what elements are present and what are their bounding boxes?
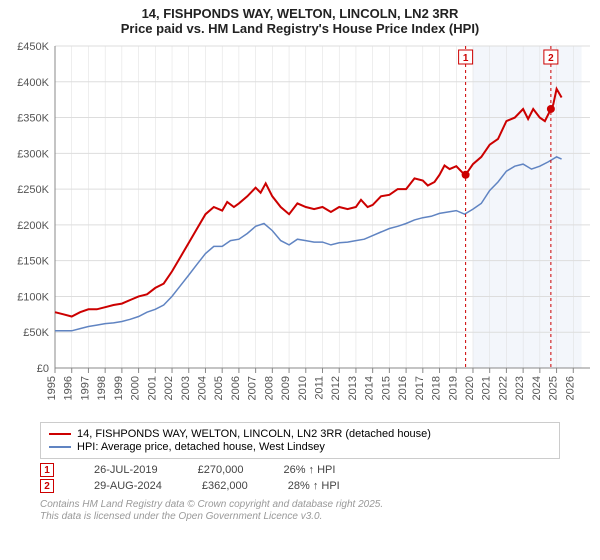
marker-delta-2: 28% ↑ HPI (288, 480, 340, 492)
footer-line-2: This data is licensed under the Open Gov… (40, 511, 560, 523)
svg-text:£400K: £400K (17, 77, 49, 89)
title-line-2: Price paid vs. HM Land Registry's House … (0, 21, 600, 36)
svg-text:2025: 2025 (548, 376, 560, 400)
legend-label-hpi: HPI: Average price, detached house, West… (77, 441, 325, 453)
legend-row-hpi: HPI: Average price, detached house, West… (49, 441, 551, 453)
svg-text:2001: 2001 (146, 376, 158, 400)
legend-swatch-property (49, 433, 71, 435)
chart-container: 14, FISHPONDS WAY, WELTON, LINCOLN, LN2 … (0, 0, 600, 560)
svg-text:£150K: £150K (17, 256, 49, 268)
svg-text:£200K: £200K (17, 220, 49, 232)
svg-text:2015: 2015 (380, 376, 392, 400)
marker-row-1: 1 26-JUL-2019 £270,000 26% ↑ HPI (40, 463, 560, 477)
footer-note: Contains HM Land Registry data © Crown c… (40, 499, 560, 523)
svg-text:£300K: £300K (17, 148, 49, 160)
svg-text:1996: 1996 (63, 376, 75, 400)
svg-text:2007: 2007 (247, 376, 259, 400)
svg-text:2008: 2008 (263, 376, 275, 400)
svg-text:2: 2 (548, 53, 554, 64)
title-line-1: 14, FISHPONDS WAY, WELTON, LINCOLN, LN2 … (0, 6, 600, 21)
svg-text:£100K: £100K (17, 291, 49, 303)
marker-delta-1: 26% ↑ HPI (283, 464, 335, 476)
svg-text:2013: 2013 (347, 376, 359, 400)
marker-date-2: 29-AUG-2024 (94, 480, 162, 492)
marker-price-2: £362,000 (202, 480, 248, 492)
svg-text:2009: 2009 (280, 376, 292, 400)
svg-text:2026: 2026 (564, 376, 576, 400)
svg-text:2023: 2023 (514, 376, 526, 400)
svg-text:£450K: £450K (17, 41, 49, 53)
svg-text:£0: £0 (37, 363, 49, 375)
svg-text:2012: 2012 (330, 376, 342, 400)
svg-text:2021: 2021 (481, 376, 493, 400)
svg-text:1998: 1998 (96, 376, 108, 400)
marker-price-1: £270,000 (198, 464, 244, 476)
svg-text:2018: 2018 (431, 376, 443, 400)
svg-text:2011: 2011 (314, 376, 326, 400)
svg-text:2000: 2000 (130, 376, 142, 400)
svg-text:1: 1 (463, 53, 469, 64)
price-chart: £0 £50K £100K £150K £200K £250K £300K £350K £400… (0, 38, 600, 418)
svg-text:2022: 2022 (497, 376, 509, 400)
svg-text:1999: 1999 (113, 376, 125, 400)
legend-row-property: 14, FISHPONDS WAY, WELTON, LINCOLN, LN2 … (49, 428, 551, 440)
svg-text:1995: 1995 (46, 376, 58, 400)
svg-text:2020: 2020 (464, 376, 476, 400)
svg-text:£350K: £350K (17, 113, 49, 125)
svg-text:2010: 2010 (297, 376, 309, 400)
svg-text:2003: 2003 (180, 376, 192, 400)
marker-row-2: 2 29-AUG-2024 £362,000 28% ↑ HPI (40, 479, 560, 493)
marker-date-1: 26-JUL-2019 (94, 464, 158, 476)
legend-swatch-hpi (49, 446, 71, 448)
svg-text:2016: 2016 (397, 376, 409, 400)
legend-label-property: 14, FISHPONDS WAY, WELTON, LINCOLN, LN2 … (77, 428, 431, 440)
svg-text:2004: 2004 (196, 376, 208, 400)
title-block: 14, FISHPONDS WAY, WELTON, LINCOLN, LN2 … (0, 0, 600, 38)
svg-text:£50K: £50K (23, 327, 49, 339)
svg-text:1997: 1997 (79, 376, 91, 400)
svg-text:2017: 2017 (414, 376, 426, 400)
marker-badge-2: 2 (40, 479, 54, 493)
svg-text:2014: 2014 (364, 376, 376, 400)
svg-text:2002: 2002 (163, 376, 175, 400)
svg-text:2024: 2024 (531, 376, 543, 400)
legend: 14, FISHPONDS WAY, WELTON, LINCOLN, LN2 … (40, 422, 560, 459)
svg-text:2005: 2005 (213, 376, 225, 400)
svg-text:£250K: £250K (17, 184, 49, 196)
svg-text:2019: 2019 (447, 376, 459, 400)
marker-badge-1: 1 (40, 463, 54, 477)
footer-line-1: Contains HM Land Registry data © Crown c… (40, 499, 560, 511)
marker-table: 1 26-JUL-2019 £270,000 26% ↑ HPI 2 29-AU… (40, 463, 560, 493)
svg-text:2006: 2006 (230, 376, 242, 400)
